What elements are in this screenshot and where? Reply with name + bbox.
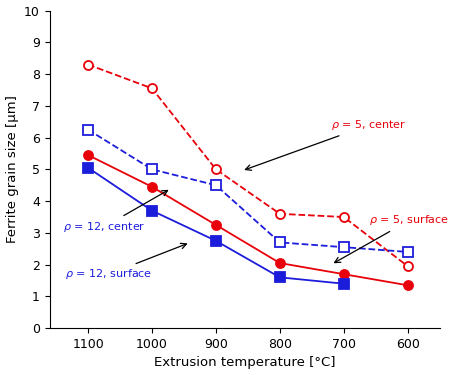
Text: $\rho$ = 5, surface: $\rho$ = 5, surface — [335, 213, 449, 262]
Text: $\rho$ = 12, center: $\rho$ = 12, center — [63, 190, 167, 234]
Y-axis label: Ferrite grain size [μm]: Ferrite grain size [μm] — [6, 95, 18, 243]
X-axis label: Extrusion temperature [°C]: Extrusion temperature [°C] — [154, 357, 336, 369]
Text: $\rho$ = 12, surface: $\rho$ = 12, surface — [65, 243, 186, 281]
Text: $\rho$ = 5, center: $\rho$ = 5, center — [245, 118, 407, 170]
